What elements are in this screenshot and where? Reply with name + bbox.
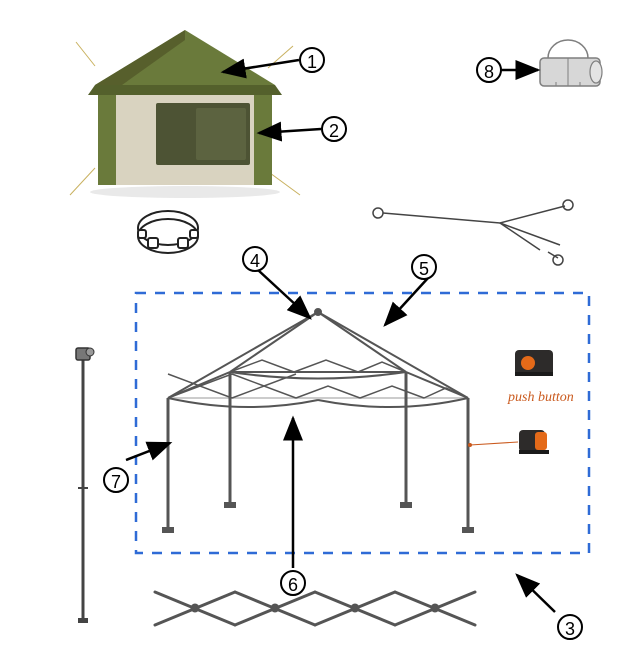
callout-1: 1: [299, 47, 325, 73]
push-button-upper: [515, 350, 553, 376]
callout-5: 5: [411, 254, 437, 280]
callout-7: 7: [103, 467, 129, 493]
callout-4: 4: [242, 246, 268, 272]
frame-structure: [163, 309, 473, 532]
callout-2: 2: [321, 116, 347, 142]
frame-group-box: [136, 293, 589, 553]
callout-3: 3: [557, 614, 583, 640]
callout-6: 6: [280, 570, 306, 596]
artwork-svg: [0, 0, 640, 669]
callout-8: 8: [476, 57, 502, 83]
leg-pole: [76, 348, 94, 623]
diagram-canvas: 1 2 3 4 5 6 7 8 push button: [0, 0, 640, 669]
guy-line-part: [373, 200, 573, 265]
scissor-truss: [155, 592, 475, 625]
push-button-lower: [519, 430, 549, 454]
push-button-label: push button: [508, 390, 574, 406]
hub-part: [138, 211, 198, 253]
tent-illustration: [70, 30, 300, 198]
carry-bag: [540, 40, 602, 86]
